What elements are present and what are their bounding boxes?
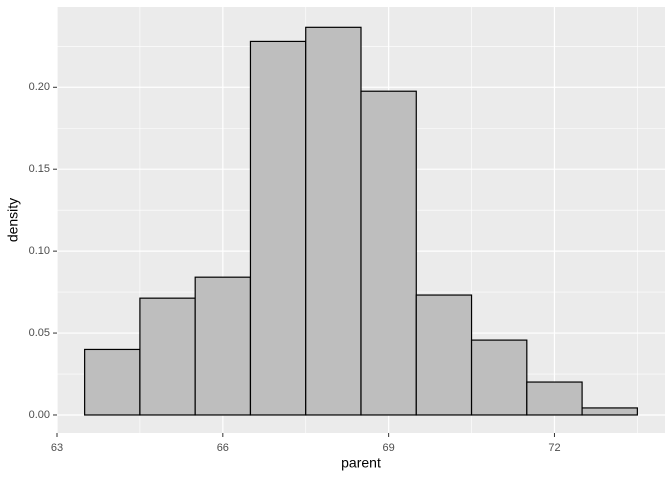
bar (194, 276, 252, 416)
y-tick-label: 0.05 (29, 327, 50, 339)
bar (305, 26, 362, 416)
x-axis-label: parent (341, 455, 381, 471)
x-tick-label: 72 (548, 442, 560, 454)
bar (139, 297, 196, 416)
bar (581, 407, 638, 416)
x-tick-label: 63 (51, 442, 63, 454)
bar (360, 90, 417, 416)
bar (470, 339, 528, 416)
y-tick-label: 0.20 (29, 81, 50, 93)
y-tick-label: 0.10 (29, 245, 50, 257)
y-tick-label: 0.15 (29, 163, 50, 175)
bar (84, 348, 141, 416)
y-axis-label: density (5, 198, 21, 242)
x-tick-label: 66 (217, 442, 229, 454)
bar (526, 381, 583, 416)
bar (415, 294, 473, 416)
y-tick-label: 0.00 (29, 409, 50, 421)
bar (249, 40, 307, 416)
x-tick-label: 69 (383, 442, 395, 454)
